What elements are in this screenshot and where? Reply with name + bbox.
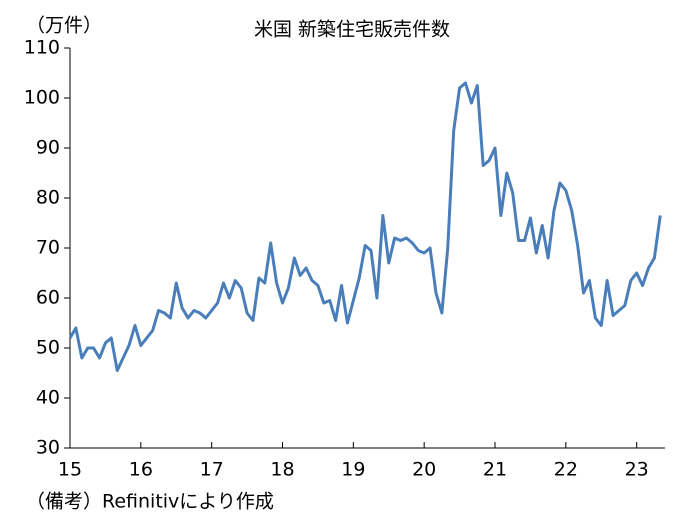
y-tick-label: 60	[36, 287, 60, 309]
y-tick-label: 70	[36, 237, 60, 259]
y-tick-label: 40	[36, 387, 60, 409]
y-tick-label: 50	[36, 337, 60, 359]
x-tick-label: 23	[625, 459, 649, 481]
data-line	[68, 81, 662, 372]
x-tick-label: 15	[58, 459, 82, 481]
x-tick-label: 16	[129, 459, 153, 481]
y-tick-label: 110	[24, 37, 60, 59]
y-tick-label: 100	[24, 87, 60, 109]
x-tick-label: 22	[554, 459, 578, 481]
x-tick-label: 18	[270, 459, 294, 481]
unit-label: （万件）	[26, 15, 102, 37]
x-tick-label: 19	[341, 459, 365, 481]
y-tick-label: 80	[36, 187, 60, 209]
source-note: （備考）Refinitivにより作成	[26, 491, 274, 513]
y-tick-label: 90	[36, 137, 60, 159]
x-tick-label: 21	[483, 459, 507, 481]
y-tick-label: 30	[36, 437, 60, 459]
x-tick-label: 17	[200, 459, 224, 481]
chart-title: 米国 新築住宅販売件数	[254, 19, 450, 41]
x-tick-label: 20	[412, 459, 436, 481]
